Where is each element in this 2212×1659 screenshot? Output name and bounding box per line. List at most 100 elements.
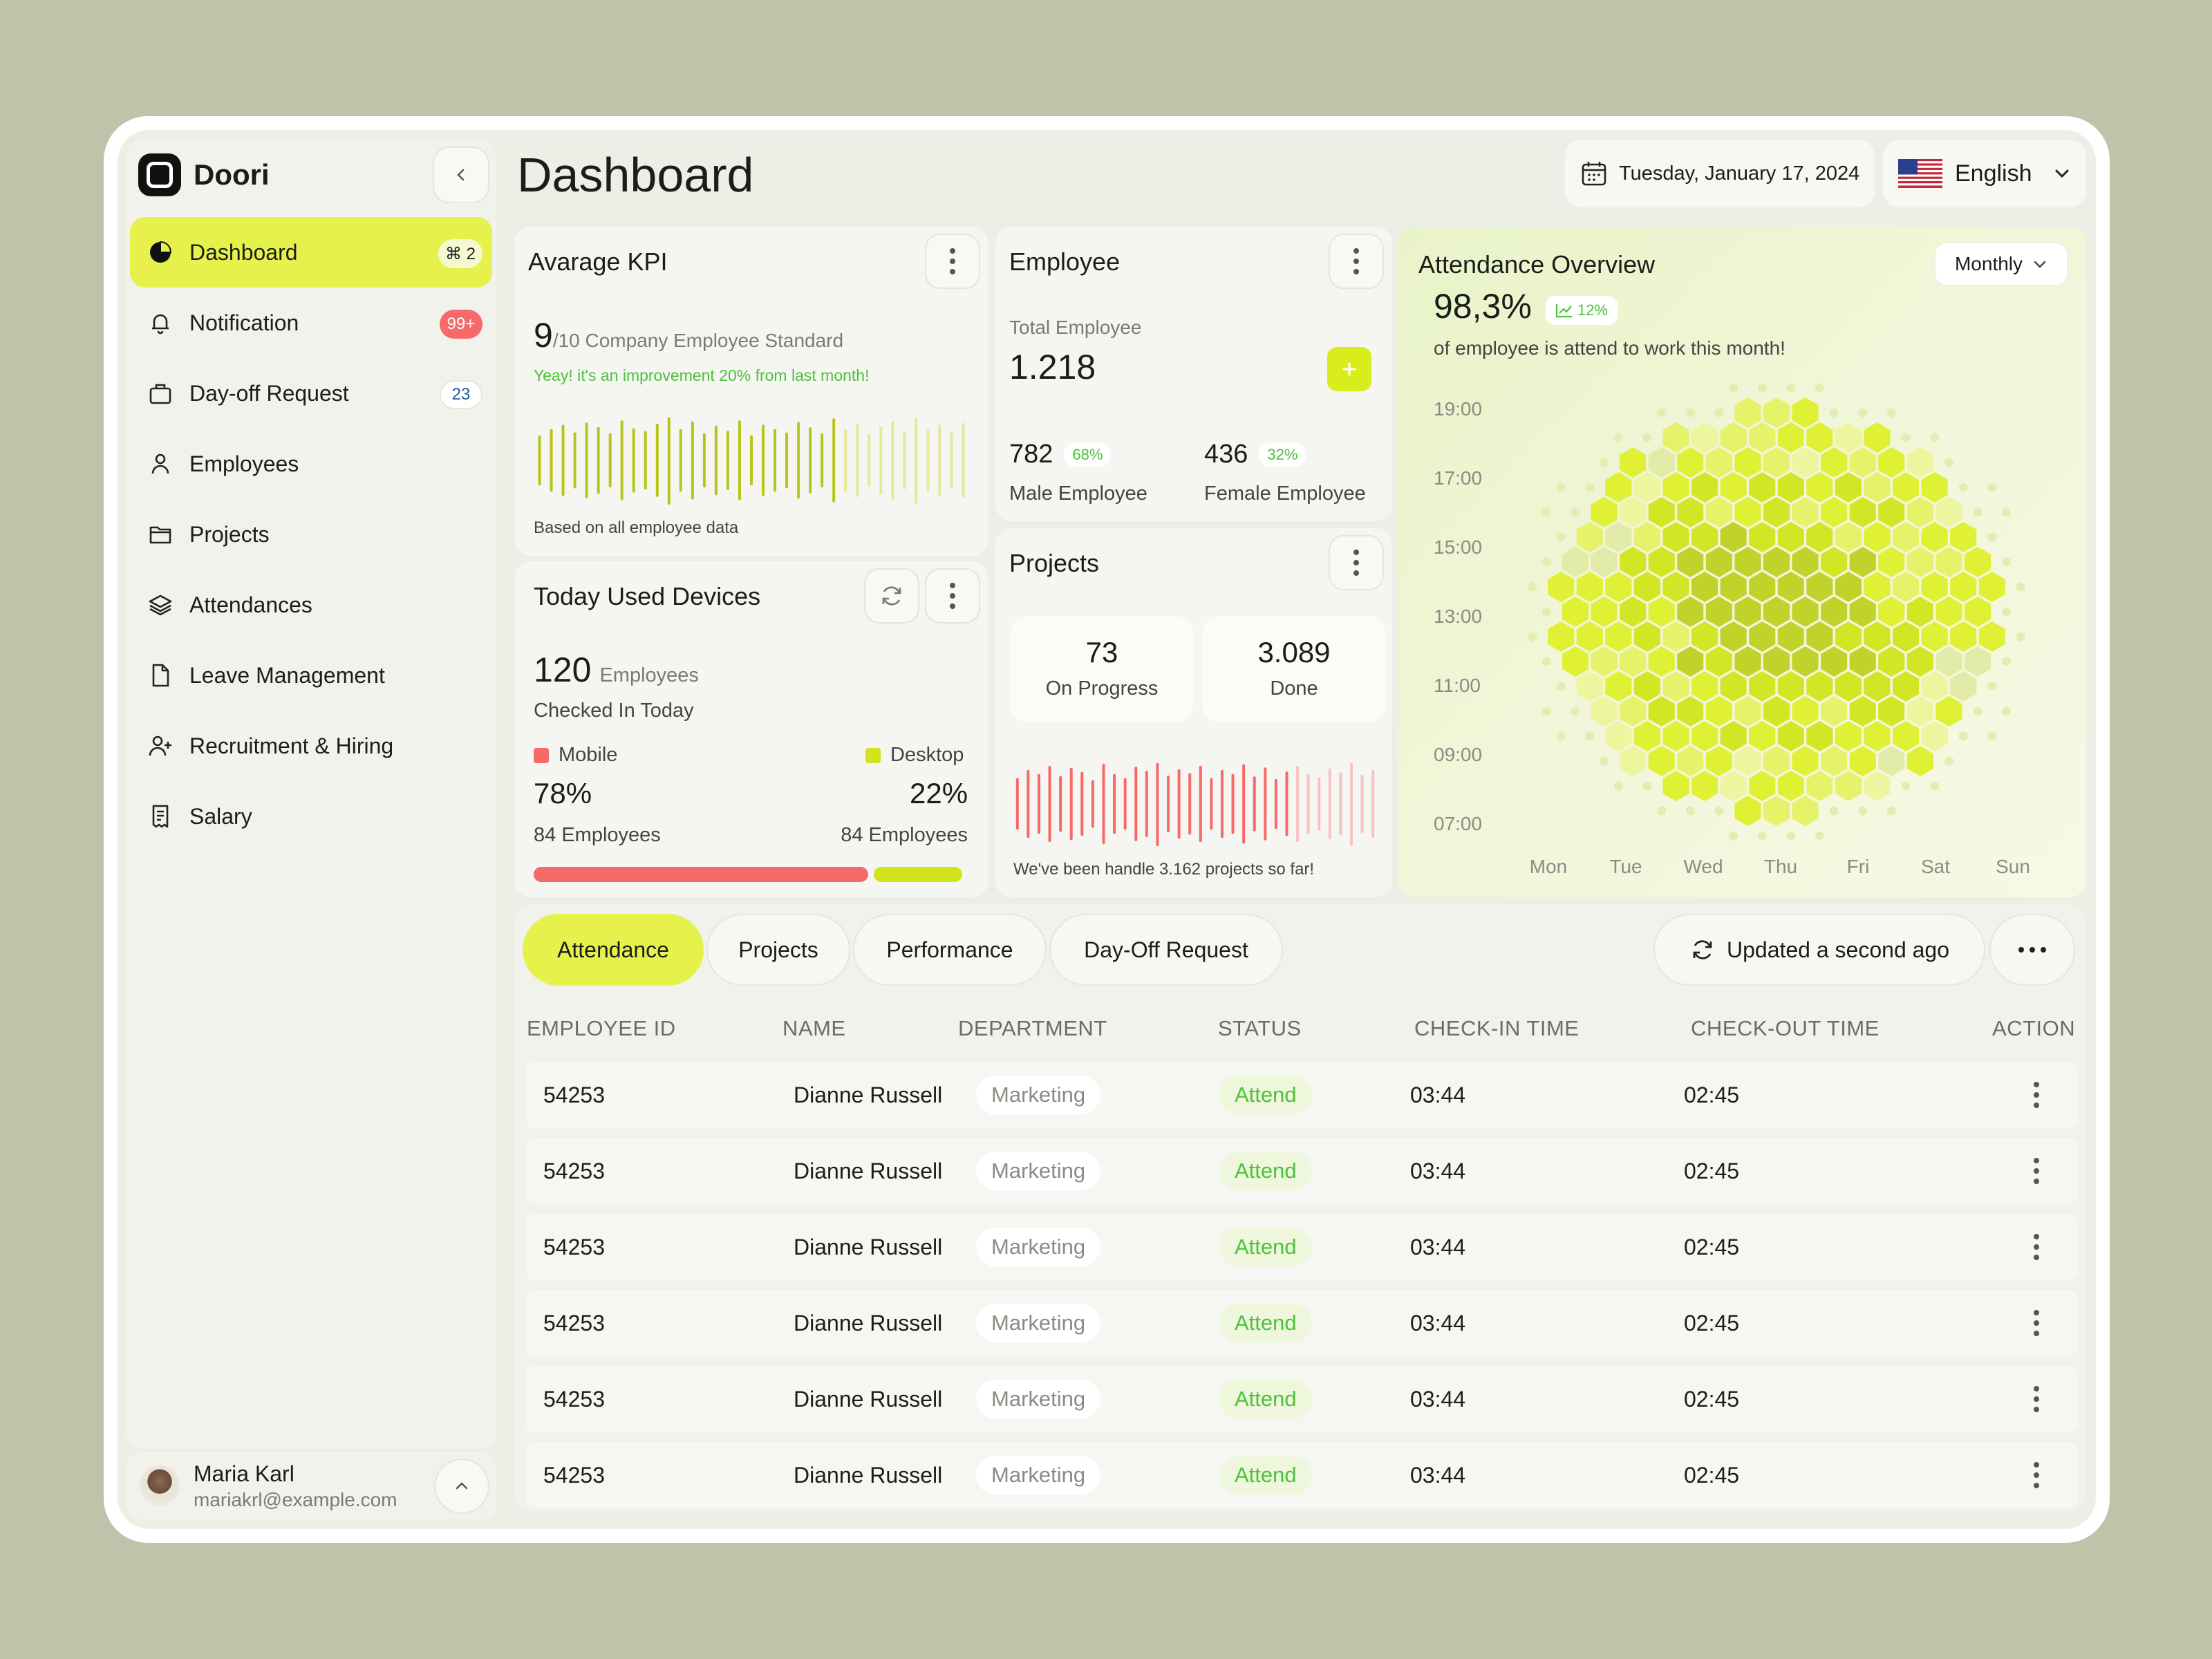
date-picker[interactable]: Tuesday, January 17, 2024: [1565, 140, 1875, 207]
heatmap-cell: [1714, 806, 1723, 816]
on-progress-box[interactable]: 73 On Progress: [1011, 617, 1193, 722]
heatmap-cell: [1849, 696, 1876, 727]
heatmap-cell: [1720, 721, 1747, 751]
heatmap-cell: [1864, 522, 1891, 552]
row-action-button[interactable]: [2016, 1454, 2057, 1496]
sidebar-item-projects[interactable]: Projects: [130, 499, 492, 570]
sidebar-item-attendances[interactable]: Attendances: [130, 570, 492, 640]
sidebar-item-salary[interactable]: Salary: [130, 781, 492, 852]
cell-department-pill: Marketing: [976, 1228, 1101, 1266]
devices-refresh-button[interactable]: [864, 568, 919, 624]
attendance-change: 12%: [1577, 301, 1609, 319]
row-action-button[interactable]: [2016, 1074, 2057, 1116]
column-header-check-in-time[interactable]: CHECK-IN TIME: [1414, 1016, 1580, 1040]
mobile-bar: [534, 867, 868, 882]
row-action-button[interactable]: [2016, 1302, 2057, 1344]
device-split-bar: [534, 867, 968, 882]
user-card[interactable]: Maria Karl mariakrl@example.com: [126, 1452, 496, 1519]
language-select[interactable]: English: [1883, 140, 2086, 207]
updated-button[interactable]: Updated a second ago: [1653, 914, 1985, 986]
cell-department: Marketing: [976, 1214, 1101, 1280]
heatmap-cell: [1705, 696, 1732, 727]
more-vertical-icon: [1353, 259, 1359, 264]
table-row[interactable]: 54253 Dianne Russell Marketing Attend 03:44 0…: [525, 1290, 2078, 1356]
table-row[interactable]: 54253 Dianne Russell Marketing Attend 03:44 0…: [525, 1062, 2078, 1128]
column-header-name[interactable]: NAME: [782, 1016, 846, 1040]
cell-department-pill: Marketing: [976, 1456, 1101, 1494]
heatmap-cell: [1893, 522, 1920, 552]
tab-attendance[interactable]: Attendance: [523, 914, 704, 986]
devices-title: Today Used Devices: [534, 582, 761, 610]
heatmap-cell: [1648, 746, 1675, 776]
column-header-check-out-time[interactable]: CHECK-OUT TIME: [1691, 1016, 1880, 1040]
add-employee-button[interactable]: [1327, 347, 1371, 391]
mobile-legend: Mobile: [534, 744, 617, 767]
period-select[interactable]: Monthly: [1934, 242, 2068, 286]
sidebar-item-dashboard[interactable]: Dashboard ⌘ 2: [130, 217, 492, 288]
heatmap-cell: [1858, 408, 1867, 418]
table-row[interactable]: 54253 Dianne Russell Marketing Attend 03:44 0…: [525, 1366, 2078, 1432]
cell-employee-id: 54253: [543, 1158, 605, 1183]
heatmap-cell: [1930, 781, 1939, 791]
sidebar-item-recruitment-hiring[interactable]: Recruitment & Hiring: [130, 711, 492, 781]
desktop-pct: 22%: [910, 777, 968, 809]
column-header-status[interactable]: STATUS: [1218, 1016, 1302, 1040]
row-action-button[interactable]: [2016, 1150, 2057, 1192]
heatmap-cell: [1786, 383, 1795, 393]
x-axis-label: Wed: [1683, 856, 1723, 877]
tab-projects[interactable]: Projects: [706, 914, 850, 986]
heatmap-cell: [1792, 796, 1819, 826]
heatmap-cell: [1878, 696, 1905, 727]
sidebar-item-notification[interactable]: Notification 99+: [130, 288, 492, 358]
heatmap-cell: [1893, 721, 1920, 751]
column-header-action[interactable]: ACTION: [1992, 1016, 2076, 1040]
sidebar-item-leave-management[interactable]: Leave Management: [130, 640, 492, 711]
column-header-employee-id[interactable]: EMPLOYEE ID: [527, 1016, 676, 1040]
total-employee-value: 1.218: [1009, 348, 1096, 386]
more-vertical-icon: [2034, 1396, 2039, 1402]
heatmap-cell: [1605, 472, 1632, 503]
heatmap-cell: [1662, 671, 1689, 702]
tab-performance[interactable]: Performance: [853, 914, 1047, 986]
heatmap-cell: [1777, 572, 1804, 602]
heatmap-cell: [1662, 572, 1689, 602]
tab-day-off-request[interactable]: Day-Off Request: [1049, 914, 1283, 986]
table-more-button[interactable]: [1989, 914, 2075, 986]
heatmap-cell: [1893, 472, 1920, 503]
done-value: 3.089: [1257, 636, 1331, 668]
sidebar-item-label: Salary: [189, 803, 252, 829]
devices-menu-button[interactable]: [925, 568, 980, 624]
heatmap-cell: [1648, 696, 1675, 727]
row-action-button[interactable]: [2016, 1378, 2057, 1420]
user-menu-button[interactable]: [434, 1459, 489, 1514]
table-row[interactable]: 54253 Dianne Russell Marketing Attend 03:44 0…: [525, 1442, 2078, 1508]
mobile-swatch: [534, 747, 549, 763]
sidebar-item-label: Leave Management: [189, 662, 385, 688]
collapse-sidebar-button[interactable]: [433, 147, 489, 203]
projects-menu-button[interactable]: [1329, 535, 1384, 590]
column-header-department[interactable]: DEPARTMENT: [958, 1016, 1107, 1040]
kpi-menu-button[interactable]: [925, 234, 980, 289]
sidebar-item-employees[interactable]: Employees: [130, 429, 492, 499]
employee-menu-button[interactable]: [1329, 234, 1384, 289]
heatmap-cell: [1571, 706, 1580, 716]
desktop-swatch: [865, 747, 881, 763]
heatmap-cell: [1677, 447, 1704, 478]
row-action-button[interactable]: [2016, 1226, 2057, 1268]
table-row[interactable]: 54253 Dianne Russell Marketing Attend 03:44 0…: [525, 1214, 2078, 1280]
cell-status-pill: Attend: [1219, 1152, 1312, 1190]
heatmap-cell: [1734, 646, 1761, 677]
done-box[interactable]: 3.089 Done: [1203, 617, 1385, 722]
cell-name: Dianne Russell: [794, 1462, 943, 1488]
heatmap-cell: [1633, 572, 1660, 602]
sidebar-item-day-off-request[interactable]: Day-off Request 23: [130, 358, 492, 429]
kpi-value: 9: [534, 316, 553, 355]
heatmap-cell: [2002, 657, 2011, 666]
table-row[interactable]: 54253 Dianne Russell Marketing Attend 03:44 0…: [525, 1138, 2078, 1204]
heatmap-cell: [1720, 671, 1747, 702]
updated-label: Updated a second ago: [1726, 937, 1950, 962]
heatmap-cell: [1576, 572, 1603, 602]
heatmap-cell: [1878, 497, 1905, 527]
heatmap-cell: [1835, 771, 1862, 801]
heatmap-cell: [1921, 671, 1948, 702]
